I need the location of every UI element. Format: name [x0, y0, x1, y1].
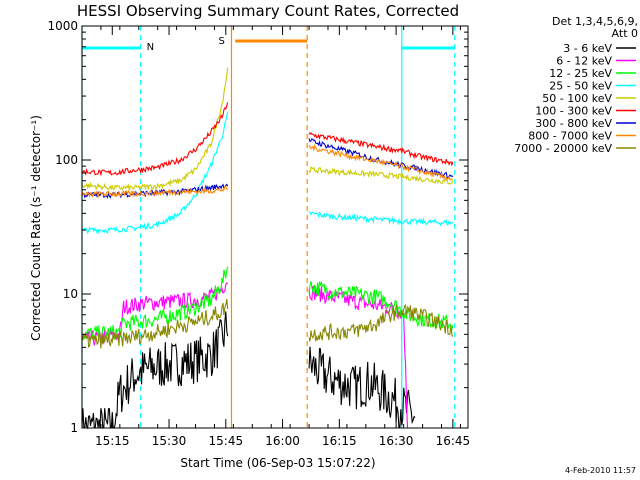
y-tick-label-0: 1: [70, 421, 78, 435]
y-tick-label-3: 1000: [47, 19, 78, 33]
saa-label: S: [218, 36, 224, 47]
legend-label-7: 800 - 7000 keV: [528, 130, 612, 143]
y-tick-label-2: 100: [55, 153, 78, 167]
series-line-7-post: [308, 144, 454, 181]
series-line-5-pre: [81, 102, 229, 177]
x-tick-label-2: 15:45: [209, 434, 244, 448]
series-line-4-pre: [81, 67, 229, 192]
axes: 1 10 100 1000 15:15 15:30 15:45 16:00 16:15 16:30…: [47, 19, 470, 448]
series-line-7-pre: [81, 185, 229, 199]
x-tick-label-5: 16:30: [379, 434, 414, 448]
legend-label-1: 6 - 12 keV: [556, 55, 612, 68]
legend-title: Det 1,3,4,5,6,9, Att 0: [552, 16, 638, 40]
legend-title-line1: Det 1,3,4,5,6,9,: [551, 15, 638, 28]
series-line-3-post: [308, 210, 454, 227]
x-axis-label: Start Time (06-Sep-03 15:07:22): [180, 456, 375, 470]
legend-label-2: 12 - 25 keV: [549, 67, 612, 80]
y-tick-label-1: 10: [63, 287, 78, 301]
y-axis-label: Corrected Count Rate (s⁻¹ detector⁻¹): [29, 115, 43, 341]
series-line-8-post: [308, 304, 454, 342]
legend-label-3: 25 - 50 keV: [549, 80, 612, 93]
series-line-5-post: [308, 132, 454, 167]
series-line-2-post: [308, 280, 454, 331]
chart-title: HESSI Observing Summary Count Rates, Cor…: [77, 2, 459, 20]
legend-title-line2: Att 0: [611, 27, 638, 40]
plot-frame: [81, 25, 469, 429]
series-line-1-post: [308, 285, 409, 429]
legend-label-8: 7000 - 20000 keV: [514, 142, 612, 155]
x-tick-label-6: 16:45: [436, 434, 471, 448]
night-label: N: [147, 42, 154, 53]
legend-label-6: 300 - 800 keV: [535, 117, 612, 130]
plot-area: NS: [81, 26, 456, 430]
x-tick-label-3: 16:00: [265, 434, 300, 448]
generation-timestamp: 4-Feb-2010 11:57: [565, 466, 636, 475]
series-line-0-pre: [81, 311, 229, 430]
series-line-4-post: [308, 165, 454, 185]
legend-label-4: 50 - 100 keV: [542, 92, 612, 105]
legend-label-5: 100 - 300 keV: [535, 105, 612, 118]
legend-label-0: 3 - 6 keV: [563, 42, 612, 55]
x-tick-label-1: 15:30: [152, 434, 187, 448]
series-line-0-post: [308, 346, 416, 429]
series-line-8-pre: [81, 299, 229, 349]
series-line-3-pre: [81, 111, 229, 235]
x-tick-label-0: 15:15: [95, 434, 130, 448]
x-tick-label-4: 16:15: [322, 434, 357, 448]
